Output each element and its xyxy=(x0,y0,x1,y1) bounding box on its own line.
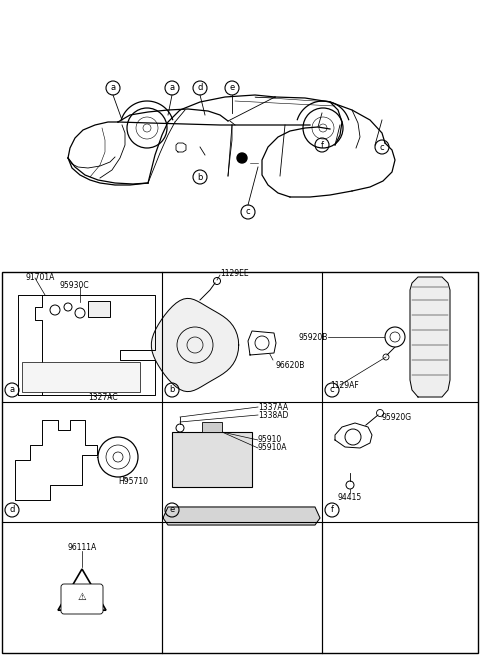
Text: 95920B: 95920B xyxy=(299,333,328,341)
Circle shape xyxy=(98,437,138,477)
Circle shape xyxy=(385,327,405,347)
Polygon shape xyxy=(15,420,97,500)
Text: 91701A: 91701A xyxy=(25,272,54,282)
Text: c: c xyxy=(246,208,250,217)
Circle shape xyxy=(237,153,247,163)
Text: 1129EE: 1129EE xyxy=(220,269,249,278)
Text: b: b xyxy=(197,172,203,181)
Text: e: e xyxy=(169,506,175,514)
Text: e: e xyxy=(229,83,235,92)
Polygon shape xyxy=(163,507,320,525)
Text: 96111A: 96111A xyxy=(67,542,96,552)
Text: 1327AC: 1327AC xyxy=(88,394,118,403)
Text: 95910: 95910 xyxy=(258,436,282,445)
Text: ⚠: ⚠ xyxy=(78,592,86,602)
Text: 1338AD: 1338AD xyxy=(258,411,288,419)
Text: d: d xyxy=(197,83,203,92)
FancyBboxPatch shape xyxy=(202,422,222,432)
Text: f: f xyxy=(331,506,334,514)
Text: a: a xyxy=(169,83,175,92)
Text: 94415: 94415 xyxy=(338,493,362,502)
Text: H95710: H95710 xyxy=(118,477,148,487)
Polygon shape xyxy=(410,277,450,397)
Text: 96620B: 96620B xyxy=(275,360,304,369)
Text: c: c xyxy=(380,143,384,151)
Text: c: c xyxy=(330,386,334,394)
Polygon shape xyxy=(42,295,155,395)
Text: f: f xyxy=(321,141,324,149)
Text: b: b xyxy=(169,386,175,394)
Circle shape xyxy=(345,429,361,445)
FancyBboxPatch shape xyxy=(172,432,252,487)
FancyBboxPatch shape xyxy=(22,362,140,392)
Polygon shape xyxy=(151,299,239,392)
Text: 95920G: 95920G xyxy=(382,413,412,422)
Polygon shape xyxy=(248,331,276,355)
Text: 95930C: 95930C xyxy=(60,280,90,290)
Text: d: d xyxy=(9,506,15,514)
FancyBboxPatch shape xyxy=(61,584,103,614)
FancyBboxPatch shape xyxy=(88,301,110,317)
Polygon shape xyxy=(18,295,42,395)
Polygon shape xyxy=(335,423,372,448)
Text: a: a xyxy=(110,83,116,92)
Text: a: a xyxy=(10,386,14,394)
Text: 1129AF: 1129AF xyxy=(330,381,359,390)
Text: 1337AA: 1337AA xyxy=(258,403,288,411)
Text: 95910A: 95910A xyxy=(258,443,288,453)
